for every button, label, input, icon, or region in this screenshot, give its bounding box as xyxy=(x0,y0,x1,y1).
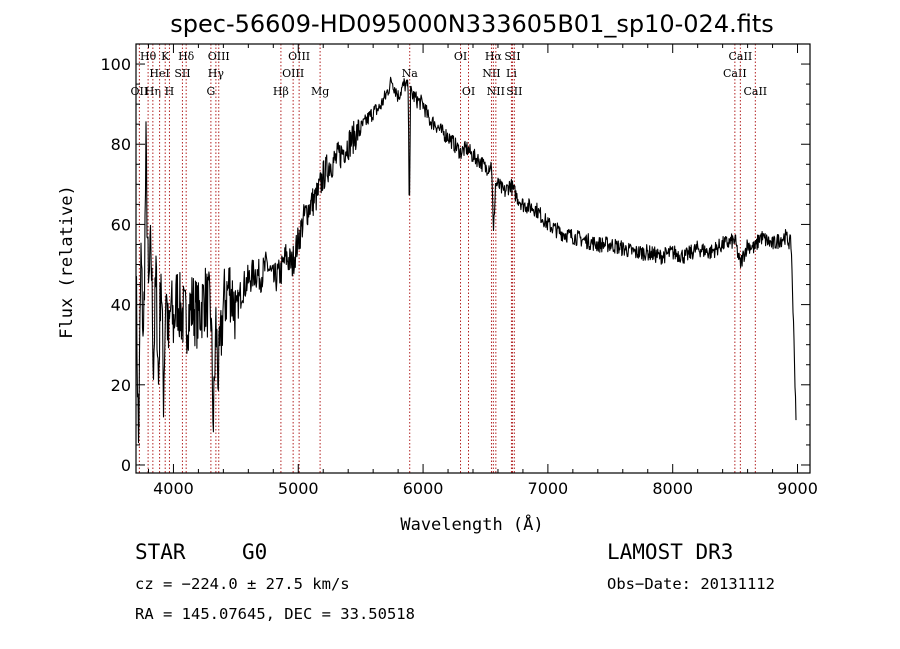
spectral-line-label: OIII xyxy=(288,50,310,63)
y-tick-label: 80 xyxy=(111,135,131,154)
x-tick-label: 4000 xyxy=(153,479,194,498)
spectral-subclass: G0 xyxy=(242,540,267,564)
spectral-line-label: OIII xyxy=(208,50,230,63)
spectral-line-label: K xyxy=(161,50,170,63)
spectral-line-label: Na xyxy=(402,67,419,80)
y-tick-label: 40 xyxy=(111,296,131,315)
x-tick-label: 8000 xyxy=(652,479,693,498)
spectral-line-label: NII xyxy=(482,67,500,80)
spectrum-line-0 xyxy=(135,76,797,444)
spectral-line-label: G xyxy=(206,85,215,98)
y-tick-label: 0 xyxy=(121,456,131,475)
spectral-line-label: SII xyxy=(506,85,522,98)
object-type: STAR xyxy=(135,540,186,564)
spectral-line-label: CaII xyxy=(723,67,747,80)
survey-name: LAMOST DR3 xyxy=(607,540,733,564)
spectral-line-label: SII xyxy=(504,50,520,63)
spectral-line-label: OI xyxy=(462,85,475,98)
spectral-line-label: Hβ xyxy=(273,85,289,98)
spectral-line-label: SII xyxy=(174,67,190,80)
spectral-line-label: Hγ xyxy=(208,67,225,80)
spectral-line-label: OIII xyxy=(282,67,304,80)
x-tick-label: 7000 xyxy=(528,479,569,498)
x-tick-label: 6000 xyxy=(403,479,444,498)
spectral-line-label: CaII xyxy=(743,85,767,98)
x-tick-label: 9000 xyxy=(777,479,818,498)
redshift-velocity: cz = −224.0 ± 27.5 km/s xyxy=(135,575,350,593)
spectral-line-label: NII xyxy=(487,85,505,98)
y-tick-label: 20 xyxy=(111,376,131,395)
spectral-line-label: OI xyxy=(454,50,467,63)
spectral-line-label: Hα xyxy=(485,50,503,63)
x-axis-label: Wavelength (Å) xyxy=(400,513,543,535)
observation-date: Obs−Date: 20131112 xyxy=(607,575,775,593)
spectral-line-label: Hθ xyxy=(140,50,157,63)
coordinates: RA = 145.07645, DEC = 33.50518 xyxy=(135,605,415,623)
plot-frame xyxy=(135,43,811,474)
spectral-line-label: OII xyxy=(131,85,149,98)
spectral-line-label: CaII xyxy=(729,50,753,63)
plot-area: OII Hθ Hη HeI K H SII Hδ G Hγ OIII Hβ OIII OIII Mg Na OI… xyxy=(100,43,818,498)
spectral-line-label: H xyxy=(165,85,175,98)
x-tick-label: 5000 xyxy=(278,479,319,498)
spectral-line-label: Mg xyxy=(311,85,329,98)
y-axis-label: Flux (relative) xyxy=(57,185,77,339)
chart-title: spec-56609-HD095000N333605B01_sp10-024.f… xyxy=(170,10,774,38)
spectral-line-label: Li xyxy=(506,67,517,80)
y-tick-label: 100 xyxy=(100,55,131,74)
y-tick-label: 60 xyxy=(111,215,131,234)
spectral-line-label: HeI xyxy=(149,67,169,80)
spectral-line-label: Hη xyxy=(145,85,161,98)
spectral-line-label: Hδ xyxy=(178,50,195,63)
